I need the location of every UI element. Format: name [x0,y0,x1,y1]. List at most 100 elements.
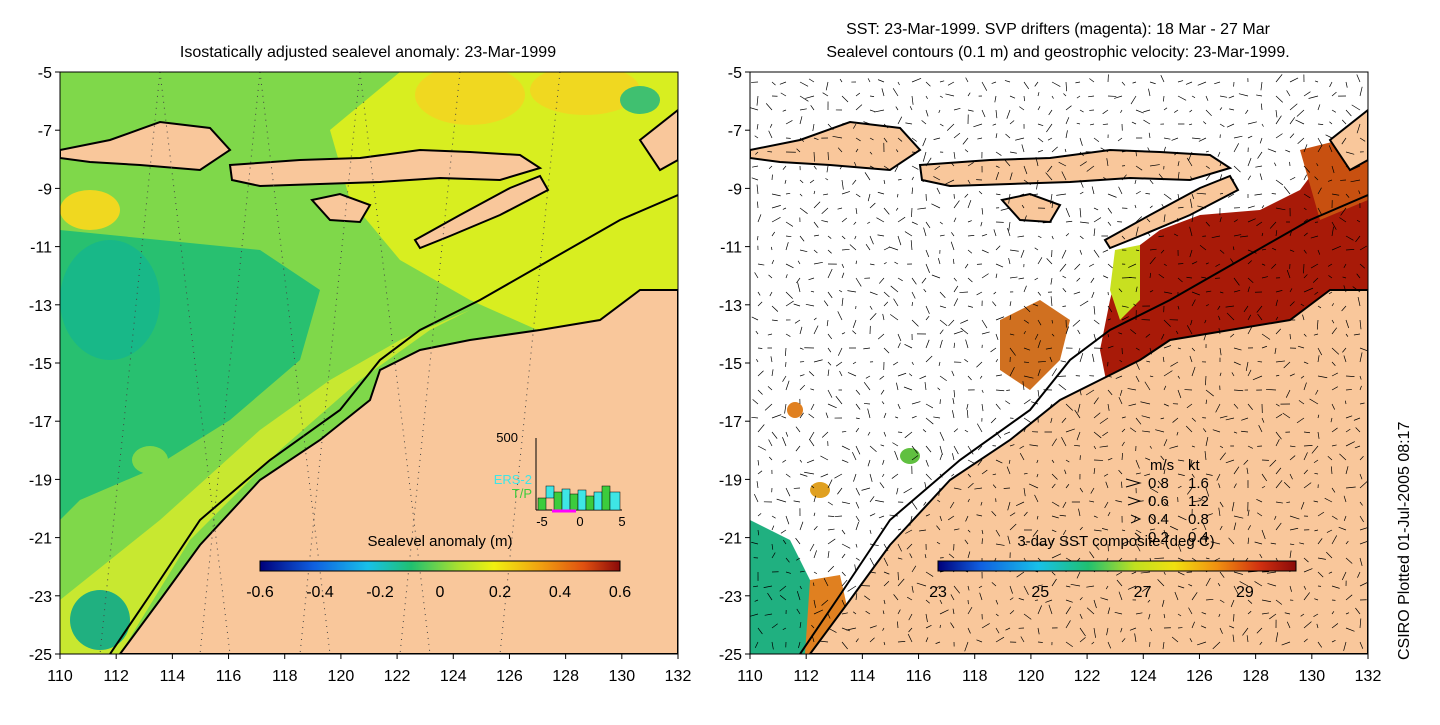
inset-xtick: 0 [576,514,583,529]
right-xtick-label: 122 [1074,668,1101,685]
velocity-legend-kt-header: kt [1188,457,1201,474]
right-xtick-label: 116 [906,668,932,685]
right-xtick-label: 126 [1186,668,1213,685]
sla-colorbar-ramp [260,561,620,571]
left-xtick-label: 110 [47,668,73,685]
right-ytick-label: -7 [728,123,742,140]
left-ytick-label: -15 [29,356,52,373]
velocity-legend-kt: 1.2 [1188,493,1209,510]
right-ytick-label: -25 [719,647,742,664]
sst-colorbar-tick-label: 27 [1134,584,1152,601]
left-ytick-label: -13 [29,298,52,315]
inset-xtick: -5 [536,514,548,529]
right-ytick-label: -11 [720,240,742,257]
right-xtick-label: 128 [1242,668,1269,685]
left-ytick-label: -9 [38,181,52,198]
left-xtick-label: 126 [496,668,523,685]
left-xtick-label: 112 [103,668,129,685]
left-xtick-label: 114 [160,668,186,685]
sla-colorbar-label: Sealevel anomaly (m) [367,533,512,550]
inset-bar [570,494,578,510]
velocity-legend-kt: 1.6 [1188,475,1209,492]
velocity-legend-kt: 0.8 [1188,511,1209,528]
right-xtick-label: 132 [1355,668,1382,685]
sla-blob [132,446,168,474]
left-panel-title: Isostatically adjusted sealevel anomaly:… [180,44,556,61]
left-xtick-label: 120 [328,668,355,685]
left-ytick-label: -5 [38,65,52,82]
left-ytick-label: -19 [29,472,52,489]
sst-colorbar-tick-label: 25 [1031,584,1049,601]
sst-colorbar-label: 3-day SST composite (deg C) [1017,533,1214,550]
inset-bar [586,496,594,510]
left-ytick-label: -21 [29,531,52,548]
right-ytick-label: -15 [719,356,742,373]
velocity-legend-ms-header: m/s [1150,457,1174,474]
left-xtick-label: 124 [440,668,467,685]
left-ytick-label: -25 [29,647,52,664]
right-panel: SST: 23-Mar-1999. SVP drifters (magenta)… [719,21,1382,685]
right-xtick-label: 120 [1018,668,1045,685]
right-ytick-label: -13 [719,298,742,315]
right-xtick-label: 110 [737,668,763,685]
sla-colorbar-tick-label: 0.2 [489,584,511,601]
left-panel: Isostatically adjusted sealevel anomaly:… [29,44,692,685]
inset-series-ers2: ERS-2 [494,472,532,487]
right-panel-title-line2: Sealevel contours (0.1 m) and geostrophi… [826,44,1289,61]
inset-bar [562,489,570,510]
right-xtick-label: 114 [850,668,876,685]
velocity-legend-ms: 0.6 [1148,493,1169,510]
sst-small-patch [810,482,830,498]
inset-bar [578,490,586,510]
right-xtick-label: 130 [1298,668,1325,685]
left-xtick-label: 128 [552,668,579,685]
right-panel-title-line1: SST: 23-Mar-1999. SVP drifters (magenta)… [846,21,1271,38]
right-ytick-label: -5 [728,65,742,82]
inset-xtick: 5 [618,514,625,529]
inset-bar [538,498,546,510]
right-ytick-label: -17 [719,414,742,431]
sla-colorbar-tick-label: -0.6 [246,584,274,601]
sla-blob [415,65,525,125]
sla-colorbar-tick-label: 0.6 [609,584,631,601]
inset-bar [594,492,602,510]
inset-series-tp: T/P [512,486,532,501]
inset-ymax-label: 500 [496,430,518,445]
sla-colorbar-tick-label: -0.4 [306,584,334,601]
left-xtick-label: 130 [608,668,635,685]
sla-colorbar-tick-label: 0 [436,584,445,601]
sla-blob [60,240,160,360]
sst-colorbar-tick-label: 23 [929,584,947,601]
left-xtick-label: 116 [216,668,242,685]
right-xtick-label: 112 [793,668,819,685]
right-xtick-label: 124 [1130,668,1157,685]
left-ytick-label: -7 [38,123,52,140]
right-ytick-label: -19 [719,472,742,489]
right-ytick-label: -9 [728,181,742,198]
right-xtick-label: 118 [962,668,988,685]
sla-blob [70,590,130,650]
left-ytick-label: -11 [30,240,52,257]
velocity-legend-ms: 0.4 [1148,511,1169,528]
left-xtick-label: 132 [665,668,692,685]
sla-blob [60,190,120,230]
sst-small-patch [787,402,803,418]
left-ytick-label: -17 [29,414,52,431]
inset-bar [610,492,620,510]
sla-blob [620,86,660,114]
sla-colorbar-tick-label: 0.4 [549,584,571,601]
inset-bar [554,492,562,510]
credit-label: CSIRO Plotted 01-Jul-2005 08:17 [1396,422,1413,660]
sla-colorbar-tick-label: -0.2 [366,584,394,601]
velocity-legend-ms: 0.8 [1148,475,1169,492]
sst-colorbar-ramp [938,561,1296,571]
sst-colorbar-tick-label: 29 [1236,584,1254,601]
left-xtick-label: 118 [272,668,298,685]
left-ytick-label: -23 [29,589,52,606]
inset-bar [546,486,554,498]
left-xtick-label: 122 [384,668,411,685]
right-ytick-label: -23 [719,589,742,606]
right-ytick-label: -21 [719,531,742,548]
